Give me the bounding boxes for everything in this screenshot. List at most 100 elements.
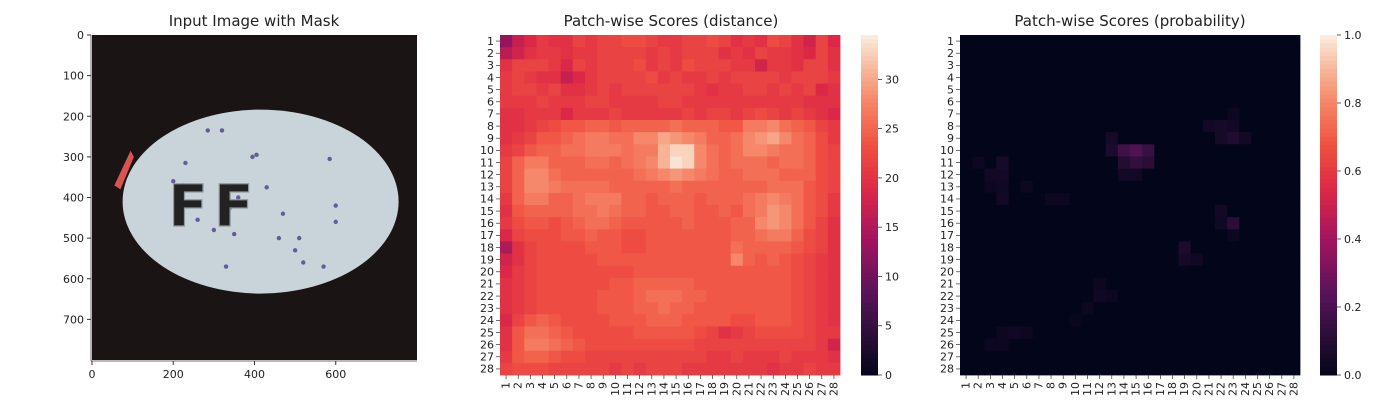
heatmap-cell	[1105, 95, 1119, 109]
heatmap-cell	[1057, 120, 1070, 133]
heatmap-cell	[755, 241, 768, 254]
heatmap-cell	[512, 253, 525, 267]
heatmap-cell	[742, 314, 756, 327]
colorbar-segment	[1320, 298, 1337, 304]
heatmap-cell	[585, 95, 598, 109]
heatmap-cell	[694, 362, 707, 376]
heatmap-cell	[1142, 290, 1155, 303]
heatmap-cell	[585, 302, 598, 315]
colorbar-segment	[861, 302, 878, 308]
heatmap-cell	[767, 241, 780, 254]
heatmap-cell	[1287, 277, 1301, 291]
heatmap-cell	[730, 35, 744, 48]
heatmap-cell	[984, 83, 997, 97]
heatmap-cell	[1287, 362, 1301, 376]
heatmap-cell	[1081, 83, 1094, 97]
heatmap-cell	[670, 290, 683, 303]
heatmap-cell	[1093, 47, 1107, 60]
heatmap-cell	[1202, 180, 1216, 194]
heatmap-cell	[718, 71, 732, 84]
heatmap-cell	[1178, 156, 1192, 169]
colorbar-segment	[861, 86, 878, 91]
heatmap-cell	[560, 350, 574, 364]
heatmap-cell	[1263, 35, 1277, 48]
colorbar-segment	[861, 256, 878, 261]
heatmap-cell	[815, 217, 829, 230]
heatmap-cell	[1178, 229, 1192, 242]
heatmap-cell	[500, 120, 513, 133]
heatmap-cell	[718, 95, 732, 109]
heatmap-cell	[827, 144, 841, 157]
heatmap-cell	[524, 277, 537, 291]
heatmap-cell	[1105, 144, 1119, 157]
colorbar-segment	[1320, 39, 1337, 44]
heatmap-cell	[803, 59, 817, 72]
colorbar-segment	[861, 324, 878, 329]
heatmap-cell	[524, 350, 537, 364]
heatmap-cell	[645, 290, 659, 303]
heatmap-cell	[730, 277, 744, 291]
heatmap-cell	[560, 107, 574, 121]
heatmap-cell	[742, 71, 756, 84]
heatmap-cell	[960, 362, 973, 376]
heatmap-cell	[548, 71, 562, 84]
heatmap-cell	[621, 132, 634, 145]
heatmap-cell	[1287, 302, 1301, 315]
heatmap-cell	[960, 156, 973, 169]
heatmap-cell	[996, 107, 1009, 121]
heatmap-cell	[1202, 302, 1216, 315]
heatmap-cell	[755, 350, 768, 364]
heatmap-cell	[1227, 205, 1240, 218]
heatmap-cell	[1105, 59, 1119, 72]
heatmap-cell	[548, 180, 562, 194]
heatmap-cell	[1008, 205, 1022, 218]
heatmap-cell	[1178, 168, 1192, 182]
heatmap-cell	[706, 302, 719, 315]
heatmap-cell	[1166, 180, 1179, 194]
heatmap-cell	[572, 217, 586, 230]
x-tick-label: 6	[1020, 382, 1033, 389]
heatmap-cell	[597, 59, 610, 72]
heatmap-cell	[984, 47, 997, 60]
heatmap-cell	[512, 83, 525, 97]
heatmap-cell	[1057, 338, 1070, 352]
heatmap-cell	[572, 168, 586, 182]
heatmap-cell	[1008, 314, 1022, 327]
heatmap-cell	[1020, 241, 1034, 254]
heatmap-cell	[791, 35, 804, 48]
heatmap-cell	[1166, 290, 1179, 303]
heatmap-cell	[657, 277, 671, 291]
heatmap-cell	[815, 156, 829, 169]
heatmap-cell	[742, 144, 756, 157]
x-tick-label: 14	[1117, 382, 1130, 396]
heatmap-cell	[524, 35, 537, 48]
colorbar-segment	[861, 328, 878, 333]
colorbar-segment	[1320, 230, 1337, 236]
heatmap-cell	[1166, 59, 1179, 72]
heatmap-cell	[1263, 205, 1277, 218]
heatmap-cell	[1081, 229, 1094, 242]
colorbar-segment	[861, 141, 878, 146]
heatmap-cell	[1178, 144, 1192, 157]
heatmap-cell	[1093, 168, 1107, 182]
heatmap-cell	[1045, 350, 1058, 364]
heatmap-cell	[1142, 265, 1155, 279]
heatmap-cell	[524, 290, 537, 303]
heatmap-cell	[621, 241, 634, 254]
heatmap-cell	[560, 83, 574, 97]
heatmap-cell	[1251, 107, 1264, 121]
heatmap-cell	[1045, 290, 1058, 303]
colorbar-tick-label: 25	[885, 123, 899, 136]
heatmap-cell	[670, 241, 683, 254]
heatmap-cell	[1239, 314, 1252, 327]
heatmap-cell	[1032, 277, 1046, 291]
x-tick-label: 25	[1251, 382, 1264, 396]
heatmap-cell	[536, 132, 549, 145]
heatmap-cell	[585, 120, 598, 133]
heatmap-cell	[1105, 156, 1119, 169]
colorbar-tick-label: 5	[885, 320, 892, 333]
colorbar-segment	[861, 137, 878, 142]
heatmap-cell	[1081, 192, 1094, 206]
heatmap-cell	[1130, 314, 1143, 327]
